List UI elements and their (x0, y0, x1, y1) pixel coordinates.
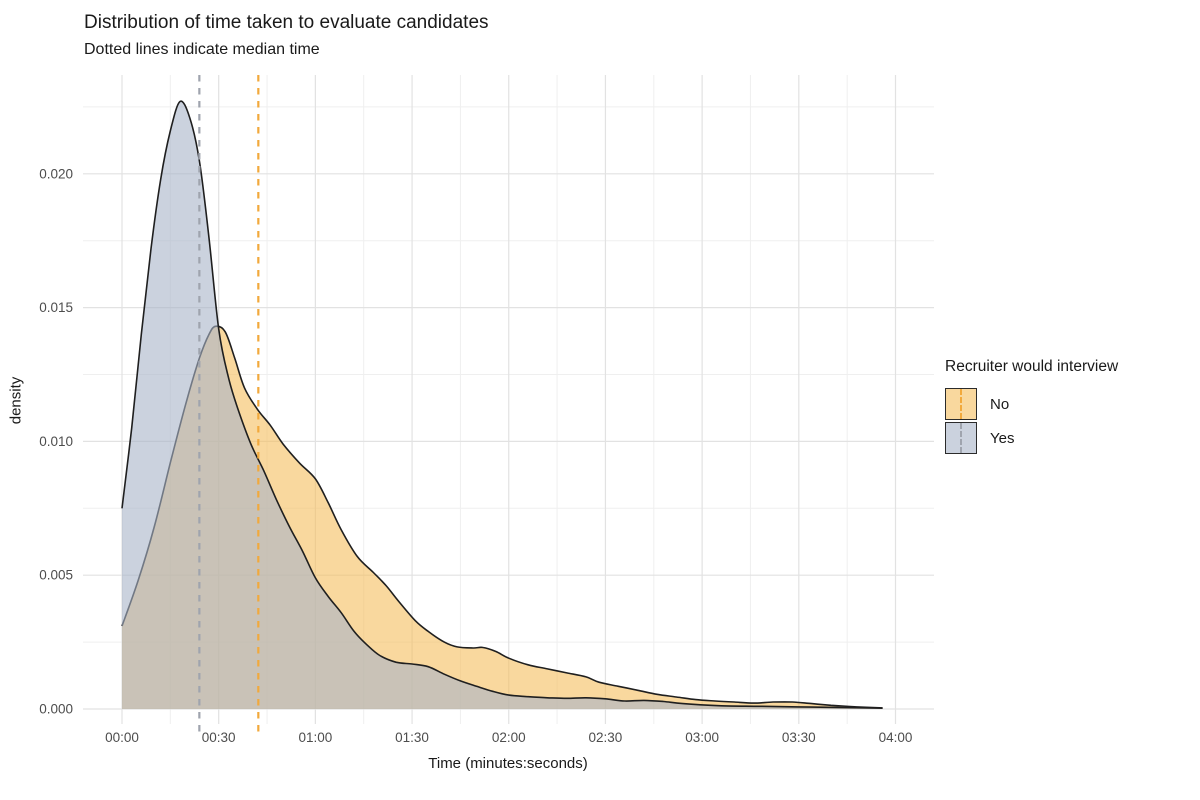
y-tick-label: 0.020 (39, 166, 73, 181)
x-tick-label: 00:30 (202, 730, 236, 745)
legend: Recruiter would interview No Yes (945, 358, 1195, 455)
legend-key-yes (945, 422, 977, 454)
x-tick-label: 00:00 (105, 730, 139, 745)
y-tick-label: 0.005 (39, 568, 73, 583)
density-outline-no (121, 325, 883, 709)
legend-item-yes: Yes (945, 421, 1195, 455)
x-tick-label: 04:00 (879, 730, 913, 745)
x-axis-title: Time (minutes:seconds) (428, 755, 588, 772)
x-tick-label: 02:30 (589, 730, 623, 745)
y-axis-title: density (7, 376, 25, 425)
legend-label-no: No (990, 395, 1010, 413)
median-dash-icon (960, 389, 962, 419)
x-tick-label: 03:30 (782, 730, 816, 745)
chart-subtitle: Dotted lines indicate median time (84, 41, 320, 58)
x-tick-label: 01:00 (298, 730, 332, 745)
x-tick-label: 01:30 (395, 730, 429, 745)
density-area-yes (122, 101, 883, 709)
y-tick-label: 0.000 (39, 702, 73, 717)
median-dash-icon (960, 423, 962, 453)
legend-label-yes: Yes (990, 429, 1015, 447)
x-tick-label: 03:00 (685, 730, 719, 745)
density-outline-yes (121, 100, 883, 709)
x-tick-label: 02:00 (492, 730, 526, 745)
legend-key-no (945, 388, 977, 420)
legend-item-no: No (945, 387, 1195, 421)
y-tick-label: 0.015 (39, 300, 73, 315)
legend-title: Recruiter would interview (945, 358, 1119, 375)
y-tick-label: 0.010 (39, 434, 73, 449)
chart-title: Distribution of time taken to evaluate c… (84, 12, 489, 33)
